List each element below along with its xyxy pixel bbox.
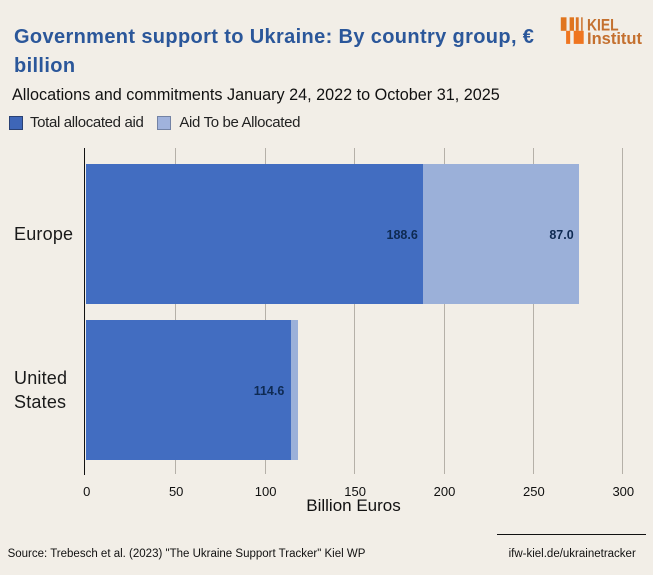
svg-text:Institut: Institut [587,30,642,48]
svg-text:KIEL: KIEL [587,17,619,35]
